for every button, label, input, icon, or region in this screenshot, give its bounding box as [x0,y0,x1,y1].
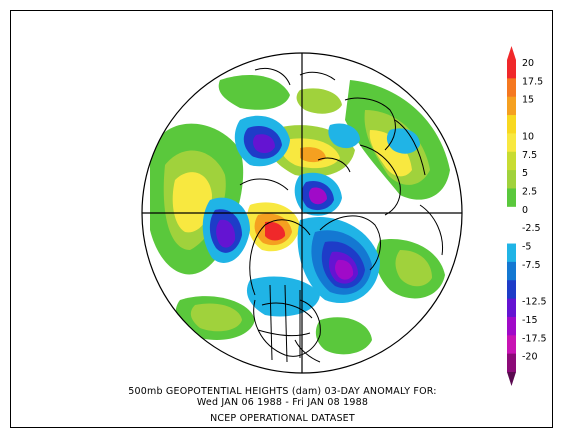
negative-anomaly-areas [202,115,420,317]
colorbar-swatch [507,353,516,373]
colorbar-tick-label: 10 [522,131,534,142]
caption-dataset: NCEP OPERATIONAL DATASET [210,413,355,424]
colorbar-swatch [507,225,516,244]
colorbar-swatch [507,170,516,189]
colorbar-swatch [507,280,516,299]
colorbar-tick-label: -12.5 [522,297,547,308]
figure-frame [10,10,553,428]
colorbar: 20 17.5 15 10 7.5 5 2.5 0 -2.5 -5 -7.5 -12.5 -15 -17.… [507,46,547,386]
colorbar-swatch [507,133,516,153]
colorbar-tick-label: -5 [522,242,531,253]
colorbar-bottom-arrow [507,372,516,386]
colorbar-swatch [507,298,516,318]
colorbar-tick-label: 20 [522,58,534,69]
colorbar-tick-label: -7.5 [522,260,541,271]
colorbar-tick-label: -17.5 [522,333,547,344]
colorbar-swatch [507,335,516,355]
colorbar-swatch [507,60,516,79]
colorbar-swatch [507,115,516,134]
caption-title: 500mb GEOPOTENTIAL HEIGHTS (dam) 03-DAY … [128,386,437,397]
colorbar-tick-label: 17.5 [522,76,543,87]
colorbar-tick-label: -2.5 [522,223,541,234]
colorbar-tick-label: -20 [522,352,538,363]
colorbar-swatch [507,243,516,263]
colorbar-top-arrow [507,46,516,60]
coastlines [239,67,444,363]
colorbar-swatch [507,316,516,336]
map-disc [142,53,462,373]
caption-dates: Wed JAN 06 1988 - Fri JAN 08 1988 [196,397,369,408]
colorbar-tick-label: 0 [522,205,528,216]
colorbar-swatch [507,188,516,208]
colorbar-tick-label: -15 [522,315,538,326]
colorbar-tick-label: 15 [522,95,534,106]
colorbar-swatch [507,151,516,171]
colorbar-swatch [507,261,516,281]
map-boundary-circle [141,52,463,374]
colorbar-tick-label: 2.5 [522,186,537,197]
colorbar-tick-label: 7.5 [522,150,537,161]
colorbar-tick-label: 5 [522,168,528,179]
colorbar-swatch [507,96,516,116]
colorbar-swatch [507,78,516,98]
colorbar-swatch [507,206,516,226]
